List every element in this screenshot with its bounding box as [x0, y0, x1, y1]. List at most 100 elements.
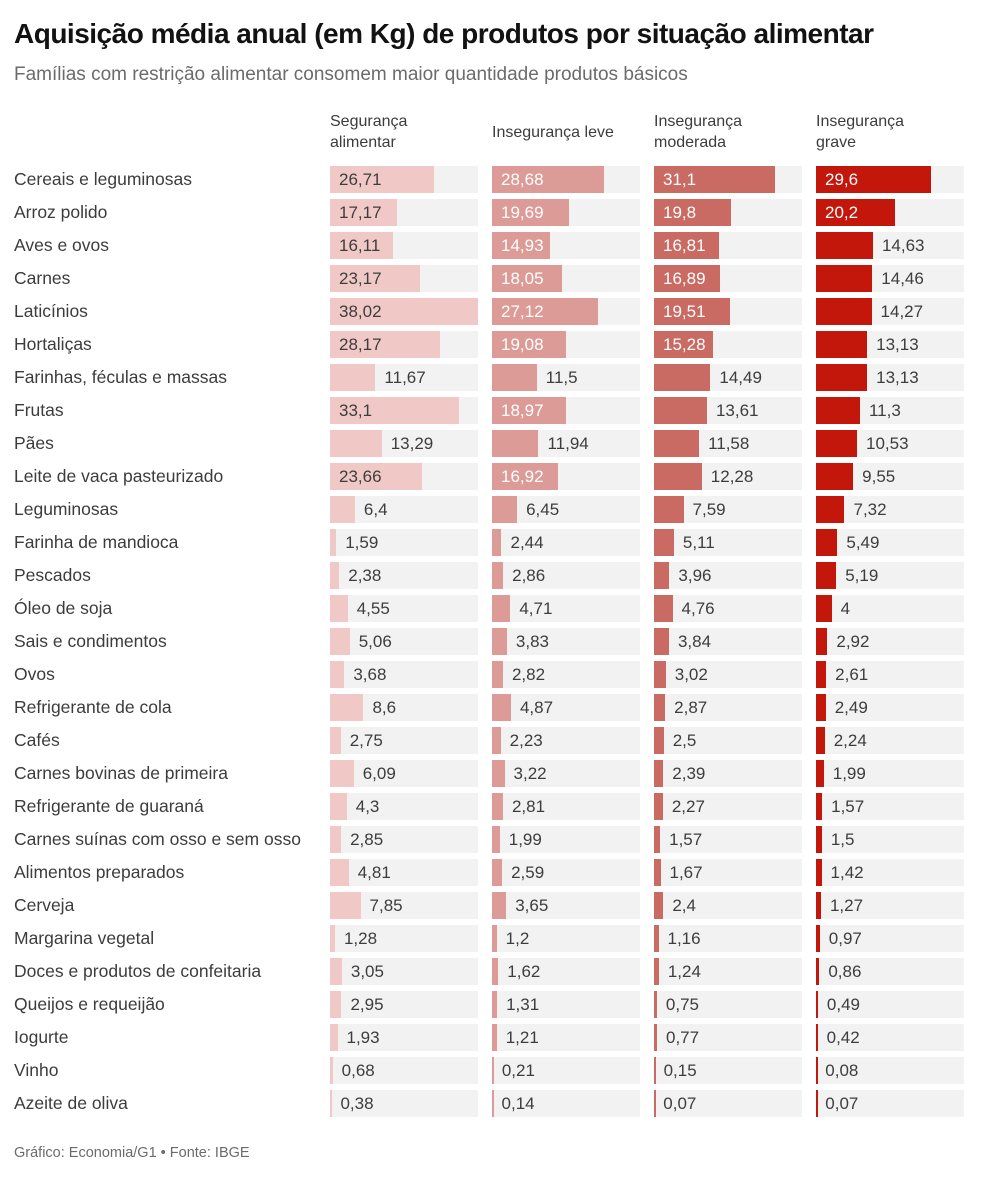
bar-chart: Cereais e leguminosas 26,71 28,68 31,1 29,6 A… [14, 166, 964, 1118]
bar-value-label: 6,09 [362, 764, 396, 784]
bar-series-1 [492, 562, 504, 590]
bar-track: 13,13 [816, 331, 964, 359]
bar-value-label: 2,38 [348, 566, 382, 586]
bar-series-1 [492, 364, 537, 392]
bar-value-label: 19,08 [501, 335, 544, 355]
bar-series-1 [492, 298, 598, 326]
bar-track: 0,14 [492, 1090, 640, 1118]
bar-value-label: 6,4 [363, 500, 388, 520]
bar-track: 4,87 [492, 694, 640, 722]
bar-value-label: 1,24 [667, 962, 701, 982]
table-row: Cerveja 7,85 3,65 2,4 1,27 [14, 892, 964, 920]
bar-track: 0,21 [492, 1057, 640, 1085]
bar-value-label: 2,86 [512, 566, 546, 586]
bar-track: 4 [816, 595, 964, 623]
table-row: Refrigerante de cola 8,6 4,87 2,87 2,49 [14, 694, 964, 722]
bar-value-label: 1,27 [829, 896, 864, 916]
bar-track: 11,5 [492, 364, 640, 392]
bar-series-0 [330, 298, 478, 326]
product-label: Queijos e requeijão [14, 994, 165, 1015]
bar-value-label: 1,42 [830, 863, 864, 883]
bar-track: 0,07 [654, 1090, 802, 1118]
bar-value-label: 6,45 [526, 500, 560, 520]
bar-track: 1,57 [654, 826, 802, 854]
bar-series-2 [654, 892, 664, 920]
bar-track: 5,11 [654, 529, 802, 557]
bar-value-label: 14,46 [881, 269, 924, 289]
bar-track: 4,81 [330, 859, 478, 887]
bar-track: 0,68 [330, 1057, 478, 1085]
bar-track: 1,99 [816, 760, 964, 788]
bar-series-1 [492, 265, 563, 293]
bar-value-label: 5,06 [358, 632, 392, 652]
bar-track: 0,97 [816, 925, 964, 953]
bar-track: 17,17 [330, 199, 478, 227]
bar-series-2 [654, 661, 666, 689]
bar-track: 0,42 [816, 1024, 964, 1052]
column-header-inseguranca-leve: Insegurança leve [492, 123, 614, 141]
bar-track: 14,46 [816, 265, 964, 293]
bar-value-label: 16,81 [663, 236, 706, 256]
bar-series-3 [816, 166, 932, 194]
bar-track: 27,12 [492, 298, 640, 326]
bar-value-label: 2,61 [835, 665, 869, 685]
table-row: Sais e condimentos 5,06 3,83 3,84 2,92 [14, 628, 964, 656]
bar-value-label: 3,68 [353, 665, 387, 685]
bar-series-3 [816, 991, 818, 1019]
chart-title: Aquisição média anual (em Kg) de produto… [14, 18, 874, 49]
product-label: Carnes [14, 268, 71, 289]
bar-series-0 [330, 793, 347, 821]
bar-series-3 [816, 430, 857, 458]
bar-value-label: 23,17 [339, 269, 382, 289]
bar-value-label: 15,28 [663, 335, 706, 355]
bar-series-3 [816, 562, 837, 590]
bar-series-2 [654, 364, 711, 392]
bar-track: 12,28 [654, 463, 802, 491]
bar-value-label: 2,87 [674, 698, 708, 718]
bar-value-label: 2,44 [510, 533, 544, 553]
bar-series-0 [330, 892, 361, 920]
bar-series-3 [816, 661, 827, 689]
bar-value-label: 18,05 [501, 269, 544, 289]
product-label: Farinhas, féculas e massas [14, 367, 228, 388]
bar-track: 5,06 [330, 628, 478, 656]
table-row: Frutas 33,1 18,97 13,61 11,3 [14, 397, 964, 425]
bar-series-3 [816, 925, 820, 953]
bar-series-0 [330, 826, 342, 854]
bar-track: 16,11 [330, 232, 478, 260]
bar-value-label: 4,71 [519, 599, 553, 619]
bar-series-2 [654, 529, 674, 557]
bar-value-label: 1,57 [669, 830, 703, 850]
bar-series-2 [654, 562, 670, 590]
bar-value-label: 2,82 [511, 665, 546, 685]
bar-value-label: 3,96 [678, 566, 712, 586]
bar-series-0 [330, 199, 397, 227]
bar-series-1 [492, 826, 500, 854]
bar-value-label: 2,59 [511, 863, 545, 883]
product-label: Óleo de soja [14, 598, 113, 619]
bar-track: 0,38 [330, 1090, 478, 1118]
bar-series-0 [330, 925, 335, 953]
bar-track: 1,62 [492, 958, 640, 986]
bar-series-1 [492, 1024, 497, 1052]
bar-track: 33,1 [330, 397, 478, 425]
product-label: Ovos [14, 664, 55, 685]
table-row: Carnes 23,17 18,05 16,89 14,46 [14, 265, 964, 293]
bar-track: 1,31 [492, 991, 640, 1019]
table-row: Leite de vaca pasteurizado 23,66 16,92 12,2… [14, 463, 964, 491]
bar-series-3 [816, 331, 868, 359]
bar-series-2 [654, 496, 684, 524]
bar-series-1 [492, 199, 569, 227]
product-label: Frutas [14, 400, 64, 421]
bar-value-label: 4,76 [681, 599, 715, 619]
bar-track: 9,55 [816, 463, 964, 491]
bar-series-3 [816, 595, 832, 623]
bar-series-3 [816, 529, 838, 557]
bar-track: 7,85 [330, 892, 478, 920]
bar-track: 19,51 [654, 298, 802, 326]
table-row: Alimentos preparados 4,81 2,59 1,67 1,42 [14, 859, 964, 887]
bar-track: 2,82 [492, 661, 640, 689]
chart-subtitle: Famílias com restrição alimentar consome… [14, 64, 688, 86]
bar-value-label: 2,85 [350, 830, 384, 850]
bar-value-label: 2,39 [672, 764, 706, 784]
